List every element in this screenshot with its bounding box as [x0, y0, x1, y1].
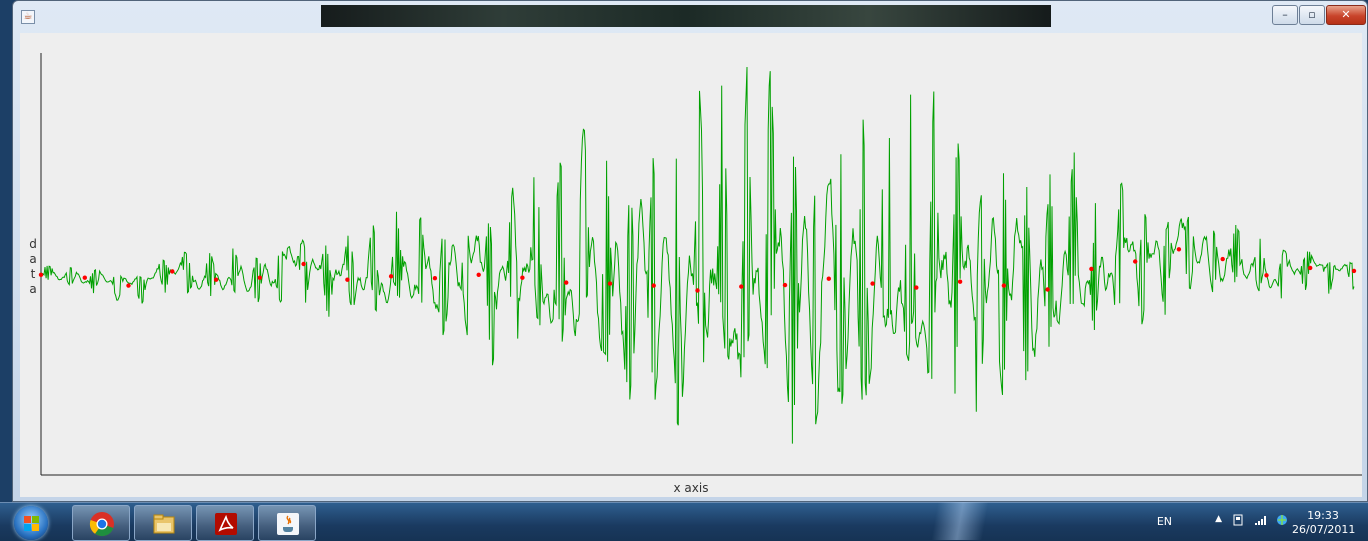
data-point-marker: [1089, 266, 1094, 272]
data-point-marker: [870, 281, 875, 286]
taskbar-java[interactable]: [258, 505, 316, 541]
data-point-marker: [1308, 265, 1313, 271]
title-bar[interactable]: ☕ – ▫ ✕: [13, 1, 1367, 31]
data-point-marker: [520, 275, 525, 280]
device-icon[interactable]: [1232, 514, 1244, 526]
signal-icon[interactable]: [1254, 514, 1266, 526]
data-point-marker: [1133, 259, 1138, 264]
data-point-marker: [651, 283, 656, 288]
java-icon: [277, 513, 299, 535]
data-point-marker: [564, 280, 569, 285]
clock-time: 19:33: [1307, 509, 1339, 522]
data-point-marker: [1045, 287, 1050, 292]
line-chart: [38, 53, 1362, 476]
title-area: [321, 5, 1051, 27]
start-button[interactable]: [14, 506, 48, 540]
windows-logo-icon: [24, 516, 31, 523]
x-axis-label: x axis: [673, 481, 709, 495]
data-point-marker: [476, 272, 481, 277]
data-point-marker: [1351, 268, 1357, 274]
data-point-marker: [826, 276, 831, 281]
data-point-marker: [345, 277, 350, 282]
plot-panel: data x axis: [20, 33, 1362, 497]
folder-icon: [153, 514, 175, 534]
y-axis-label: data: [29, 237, 37, 296]
data-point-marker: [957, 279, 963, 284]
data-point-marker: [607, 281, 613, 286]
marker-layer: [38, 247, 1357, 293]
acrobat-icon: [215, 513, 237, 535]
series-layer: [40, 66, 1355, 444]
data-point-marker: [782, 282, 788, 288]
taskbar-acrobat[interactable]: [196, 505, 254, 541]
network-icon[interactable]: [1276, 514, 1288, 526]
windows-logo-icon-part: [24, 524, 31, 531]
language-indicator[interactable]: EN: [1156, 515, 1172, 528]
data-point-marker: [695, 288, 700, 293]
data-point-marker: [1001, 283, 1007, 288]
java-app-icon[interactable]: ☕: [21, 10, 35, 24]
data-point-marker: [432, 276, 438, 281]
close-button[interactable]: ✕: [1326, 5, 1366, 25]
data-point-marker: [82, 275, 87, 280]
clock-date: 26/07/2011: [1292, 523, 1356, 536]
data-point-marker: [126, 283, 131, 288]
data-point-marker: [38, 272, 44, 277]
data-point-marker: [301, 261, 306, 267]
data-point-marker: [1264, 273, 1269, 278]
show-hidden-icons-button[interactable]: ▲: [1215, 514, 1222, 524]
taskbar-glow: [900, 502, 1020, 540]
windows-logo-icon-part: [32, 516, 39, 523]
data-point-marker: [1176, 247, 1182, 252]
data-point-marker: [257, 275, 262, 280]
minimize-button[interactable]: –: [1272, 5, 1298, 25]
data-point-marker: [1220, 256, 1225, 262]
taskbar-explorer[interactable]: [134, 505, 192, 541]
plot-window: ☕ – ▫ ✕ data x axis: [12, 0, 1368, 502]
maximize-button[interactable]: ▫: [1299, 5, 1325, 25]
taskbar-chrome[interactable]: [72, 505, 130, 541]
clock[interactable]: 19:33 26/07/2011: [1292, 509, 1356, 537]
data-point-marker: [170, 269, 175, 274]
signal-series-line: [40, 66, 1355, 444]
caption-buttons: – ▫ ✕: [1272, 5, 1367, 27]
taskbar: EN ▲ 19:33 26/07/2011: [0, 502, 1368, 541]
data-point-marker: [213, 277, 219, 282]
data-point-marker: [914, 285, 919, 290]
data-point-marker: [388, 274, 394, 279]
chrome-icon: [89, 512, 114, 537]
data-point-marker: [739, 284, 744, 289]
windows-logo-icon-part: [32, 524, 39, 531]
